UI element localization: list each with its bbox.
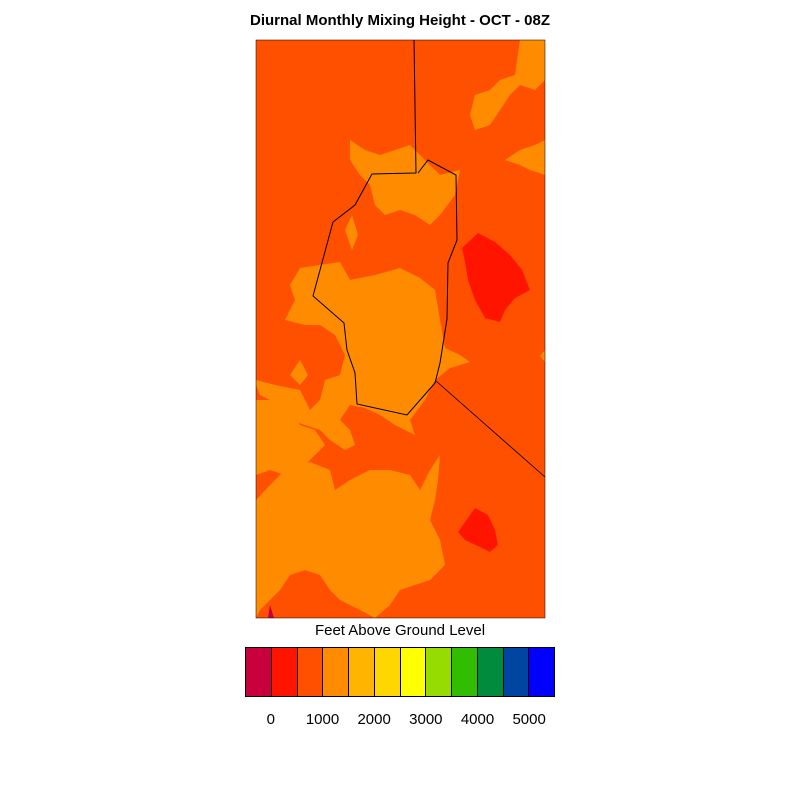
contour-region bbox=[256, 400, 325, 475]
contour-region bbox=[290, 360, 308, 385]
contour-region bbox=[540, 350, 545, 362]
colorbar-tick-label: 5000 bbox=[512, 711, 546, 728]
colorbar-tick-label: 4000 bbox=[460, 711, 495, 728]
map-frame bbox=[255, 39, 546, 619]
map-title: Diurnal Monthly Mixing Height - OCT - 08… bbox=[250, 12, 550, 29]
colorbar-swatch bbox=[349, 648, 375, 696]
colorbar-swatch bbox=[452, 648, 478, 696]
colorbar-swatch bbox=[246, 648, 272, 696]
contour-region bbox=[505, 140, 545, 175]
contour-region bbox=[470, 40, 545, 130]
colorbar-swatch bbox=[477, 648, 504, 696]
colorbar-tick-label: 3000 bbox=[409, 711, 443, 728]
contour-region bbox=[350, 140, 460, 225]
contour-region bbox=[268, 605, 274, 618]
state-boundary bbox=[435, 380, 545, 478]
colorbar-swatch bbox=[297, 648, 324, 696]
contour-region bbox=[462, 233, 530, 322]
colorbar-swatch bbox=[400, 648, 427, 696]
colorbar-tick-label: 0 bbox=[266, 711, 275, 728]
contour-region bbox=[256, 262, 470, 450]
colorbar-swatch bbox=[323, 648, 349, 696]
colorbar-swatch bbox=[503, 648, 530, 696]
colorbar-swatch bbox=[271, 648, 298, 696]
contour-region bbox=[256, 455, 445, 618]
colorbar bbox=[245, 647, 555, 697]
contour-region bbox=[345, 215, 358, 250]
colorbar-swatch bbox=[529, 648, 554, 696]
colorbar-swatch bbox=[426, 648, 452, 696]
colorbar-tick-label: 2000 bbox=[357, 711, 391, 728]
colorbar-tick-label: 1000 bbox=[305, 711, 340, 728]
contour-region bbox=[458, 508, 498, 552]
colorbar-swatch bbox=[374, 648, 401, 696]
legend-title: Feet Above Ground Level bbox=[314, 622, 486, 639]
county-boundary bbox=[312, 40, 458, 416]
